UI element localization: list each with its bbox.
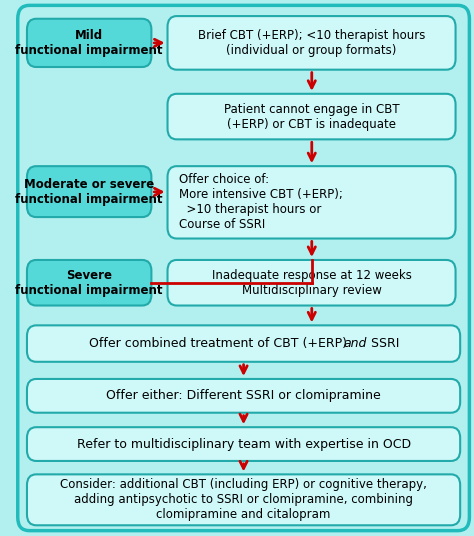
Text: Offer combined treatment of CBT (+ERP): Offer combined treatment of CBT (+ERP) — [89, 337, 351, 350]
FancyBboxPatch shape — [167, 94, 456, 139]
Text: Patient cannot engage in CBT
(+ERP) or CBT is inadequate: Patient cannot engage in CBT (+ERP) or C… — [224, 102, 400, 131]
Text: Consider: additional CBT (including ERP) or cognitive therapy,
adding antipsycho: Consider: additional CBT (including ERP)… — [60, 478, 427, 522]
FancyBboxPatch shape — [27, 260, 151, 306]
FancyBboxPatch shape — [27, 474, 460, 525]
Text: SSRI: SSRI — [366, 337, 399, 350]
Text: Offer either: Different SSRI or clomipramine: Offer either: Different SSRI or clomipra… — [106, 389, 381, 403]
Text: Offer choice of:
More intensive CBT (+ERP);
  >10 therapist hours or
Course of S: Offer choice of: More intensive CBT (+ER… — [179, 173, 343, 232]
Text: Mild
functional impairment: Mild functional impairment — [16, 29, 163, 57]
Text: Moderate or severe
functional impairment: Moderate or severe functional impairment — [16, 177, 163, 206]
FancyBboxPatch shape — [167, 166, 456, 239]
FancyBboxPatch shape — [18, 5, 469, 531]
FancyBboxPatch shape — [27, 379, 460, 413]
FancyBboxPatch shape — [167, 260, 456, 306]
Text: Refer to multidisciplinary team with expertise in OCD: Refer to multidisciplinary team with exp… — [76, 437, 410, 451]
FancyBboxPatch shape — [27, 166, 151, 217]
FancyBboxPatch shape — [27, 325, 460, 362]
Text: Severe
functional impairment: Severe functional impairment — [16, 269, 163, 297]
FancyBboxPatch shape — [27, 19, 151, 67]
FancyBboxPatch shape — [167, 16, 456, 70]
Text: Inadequate response at 12 weeks
Multidisciplinary review: Inadequate response at 12 weeks Multidis… — [211, 269, 411, 297]
Text: Brief CBT (+ERP); <10 therapist hours
(individual or group formats): Brief CBT (+ERP); <10 therapist hours (i… — [198, 29, 425, 57]
Text: and: and — [344, 337, 367, 350]
FancyBboxPatch shape — [27, 427, 460, 461]
